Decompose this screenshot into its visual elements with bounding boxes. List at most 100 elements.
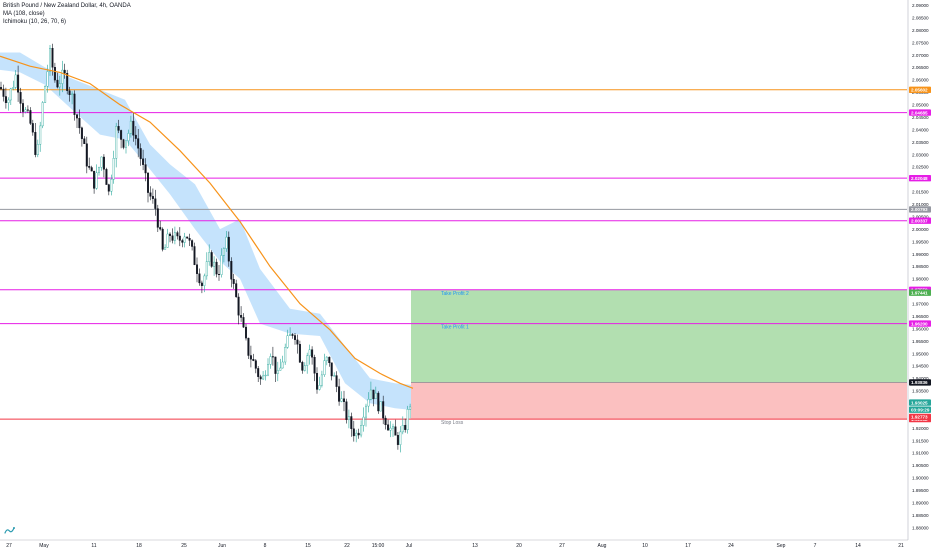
candle-body <box>367 399 370 407</box>
y-tick-label[interactable]: 1.96500 <box>912 314 929 319</box>
y-tick-label[interactable]: 2.03500 <box>912 140 929 145</box>
price-scale-2-badge-label: 1.93025 <box>911 400 928 405</box>
y-tick-label[interactable]: 2.04000 <box>912 127 929 132</box>
y-tick-label[interactable]: 2.07000 <box>912 53 929 58</box>
stop-loss-zone[interactable] <box>411 382 907 420</box>
indicator-ma-label[interactable]: MA (108, close) <box>3 11 45 17</box>
candle-body <box>95 172 98 189</box>
candle-body <box>198 273 201 284</box>
y-tick-label[interactable]: 1.94000 <box>912 376 929 381</box>
candles-layer <box>0 43 412 453</box>
x-tick-label[interactable]: 10 <box>642 543 648 549</box>
horizontal-levels-layer[interactable] <box>0 89 907 420</box>
candle-body <box>73 93 76 115</box>
level-1-badge <box>909 109 931 116</box>
y-tick-label[interactable]: 2.05000 <box>912 103 929 108</box>
y-tick-label[interactable]: 1.96000 <box>912 326 929 331</box>
candle-body <box>142 158 145 165</box>
y-tick-label[interactable]: 2.06000 <box>912 78 929 83</box>
y-tick-label[interactable]: 1.93500 <box>912 389 929 394</box>
y-tick-label[interactable]: 1.97000 <box>912 302 929 307</box>
y-tick-label[interactable]: 2.03000 <box>912 152 929 157</box>
y-tick-label[interactable]: 2.09000 <box>912 3 929 8</box>
position-zones-layer[interactable] <box>411 289 907 420</box>
candle-body <box>24 109 27 112</box>
level-0-badge <box>909 86 931 93</box>
y-tick-label[interactable]: 1.89500 <box>912 488 929 493</box>
x-tick-label[interactable]: Jun <box>218 543 226 549</box>
symbol-title[interactable]: British Pound / New Zealand Dollar, 4h, … <box>3 3 131 9</box>
y-tick-label[interactable]: 1.92000 <box>912 426 929 431</box>
y-tick-label[interactable]: 1.98500 <box>912 264 929 269</box>
candle-body <box>262 375 265 380</box>
x-tick-label[interactable]: 25 <box>181 543 187 549</box>
candle-body <box>120 130 123 140</box>
y-tick-label[interactable]: 2.08500 <box>912 16 929 21</box>
take-profit-zone[interactable] <box>411 289 907 383</box>
indicator-ichimoku-label[interactable]: Ichimoku (10, 26, 70, 6) <box>3 19 67 25</box>
y-tick-label[interactable]: 1.98000 <box>912 277 929 282</box>
candle-body <box>75 114 78 119</box>
y-tick-label[interactable]: 1.91000 <box>912 451 929 456</box>
y-tick-label[interactable]: 2.06500 <box>912 65 929 70</box>
x-tick-label[interactable]: 21 <box>898 543 904 549</box>
candle-body <box>46 71 49 87</box>
candle-body <box>107 184 110 192</box>
x-tick-label[interactable]: 22 <box>344 543 350 549</box>
x-tick-label[interactable]: 14 <box>855 543 861 549</box>
ichimoku-cloud <box>0 52 420 411</box>
moving-average-line <box>0 55 414 389</box>
y-tick-label[interactable]: 1.89000 <box>912 501 929 506</box>
y-tick-label[interactable]: 1.95000 <box>912 351 929 356</box>
y-tick-label[interactable]: 2.00000 <box>912 227 929 232</box>
x-tick-label[interactable]: 27 <box>6 543 12 549</box>
y-tick-label[interactable]: 2.01000 <box>912 202 929 207</box>
y-tick-label[interactable]: 1.91500 <box>912 438 929 443</box>
y-tick-label[interactable]: 1.90000 <box>912 476 929 481</box>
candle-body <box>12 87 15 89</box>
candle-body <box>14 74 17 88</box>
candle-body <box>117 126 120 131</box>
x-tick-label[interactable]: Sep <box>777 543 786 549</box>
candle-body <box>320 374 323 386</box>
y-tick-label[interactable]: 2.01500 <box>912 190 929 195</box>
x-tick-label[interactable]: 15:00 <box>372 543 385 549</box>
x-tick-label[interactable]: 24 <box>728 543 734 549</box>
x-tick-label[interactable]: 20 <box>516 543 522 549</box>
y-tick-label[interactable]: 2.02500 <box>912 165 929 170</box>
candle-body <box>203 275 206 286</box>
y-tick-label[interactable]: 1.99500 <box>912 239 929 244</box>
candle-body <box>281 361 284 369</box>
tradingview-logo-icon[interactable] <box>4 526 16 535</box>
y-tick-label[interactable]: 1.88000 <box>912 525 929 530</box>
y-tick-label[interactable]: 1.90500 <box>912 463 929 468</box>
y-tick-label[interactable]: 1.95500 <box>912 339 929 344</box>
y-tick-label[interactable]: 1.99000 <box>912 252 929 257</box>
x-tick-label[interactable]: 8 <box>264 543 267 549</box>
candle-body <box>347 416 350 420</box>
x-tick-label[interactable]: 15 <box>305 543 311 549</box>
y-tick-label[interactable]: 2.04500 <box>912 115 929 120</box>
x-tick-label[interactable]: May <box>39 543 49 549</box>
y-tick-label[interactable]: 1.88500 <box>912 513 929 518</box>
y-tick-label[interactable]: 1.94500 <box>912 364 929 369</box>
y-tick-label[interactable]: 2.08000 <box>912 28 929 33</box>
candle-body <box>41 102 44 127</box>
x-tick-label[interactable]: 13 <box>472 543 478 549</box>
candle-body <box>333 375 336 377</box>
x-tick-label[interactable]: 18 <box>136 543 142 549</box>
y-tick-label[interactable]: 2.07500 <box>912 40 929 45</box>
x-tick-label[interactable]: Aug <box>598 543 607 549</box>
x-tick-label[interactable]: 11 <box>91 543 96 549</box>
price-scale-0-badge-label: 1.97441 <box>911 290 928 295</box>
candle-body <box>61 69 64 84</box>
x-tick-label[interactable]: 7 <box>814 543 817 549</box>
x-tick-label[interactable]: 17 <box>685 543 691 549</box>
x-tick-label[interactable]: 27 <box>559 543 565 549</box>
y-tick-label[interactable]: 2.00500 <box>912 215 929 220</box>
candle-body <box>31 123 34 133</box>
x-tick-label[interactable]: Jul <box>406 543 412 549</box>
